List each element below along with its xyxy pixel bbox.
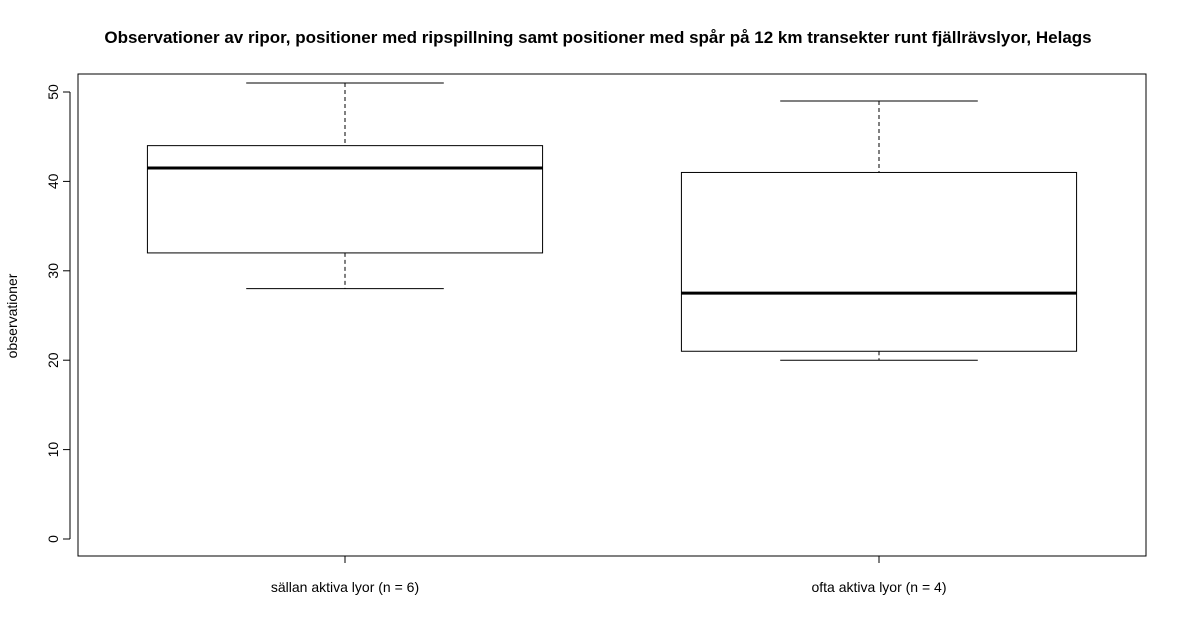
- y-tick-label: 50: [45, 84, 61, 100]
- box-group: [146, 82, 1078, 361]
- y-tick-label: 30: [45, 263, 61, 279]
- y-axis: 0 10 20 30 40 50: [45, 84, 71, 543]
- y-tick-label: 10: [45, 442, 61, 458]
- iqr-box: [146, 145, 544, 254]
- y-tick-label: 40: [45, 173, 61, 189]
- y-tick-label: 20: [45, 352, 61, 368]
- x-axis: sällan aktiva lyor (n = 6) ofta aktiva ly…: [271, 555, 947, 595]
- y-axis-label: observationer: [4, 273, 20, 358]
- y-tick-label: 0: [45, 535, 61, 543]
- chart-title: Observationer av ripor, positioner med r…: [104, 28, 1091, 47]
- x-tick-label: ofta aktiva lyor (n = 4): [811, 579, 946, 595]
- x-tick-label: sällan aktiva lyor (n = 6): [271, 579, 419, 595]
- iqr-box: [680, 171, 1078, 352]
